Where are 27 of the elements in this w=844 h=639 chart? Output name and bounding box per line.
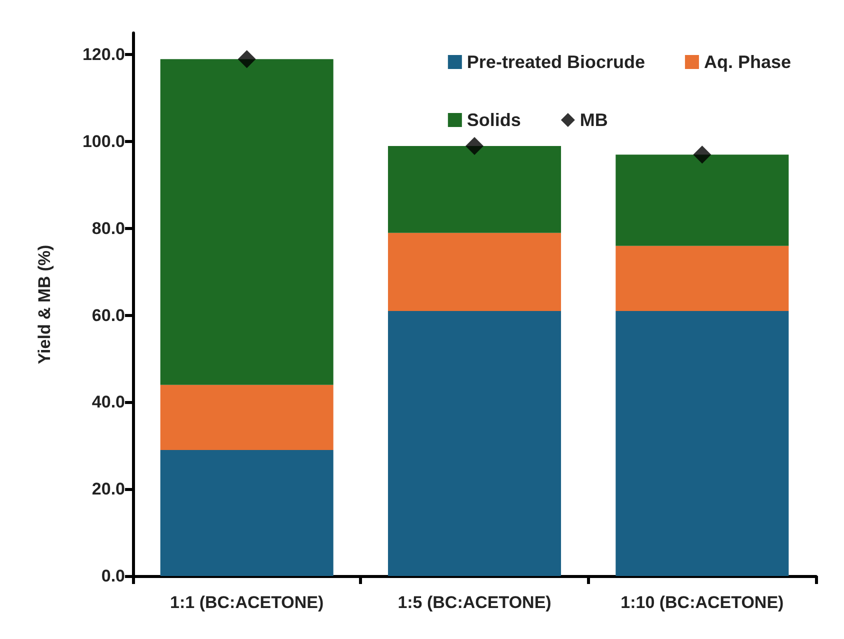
bar	[160, 384, 334, 450]
bar	[388, 232, 562, 312]
bar	[388, 146, 562, 233]
bar	[616, 311, 789, 576]
legend-label: Solids	[466, 110, 521, 130]
y-tick-label: 20.0	[92, 480, 125, 499]
y-tick-label: 60.0	[92, 306, 125, 325]
x-tick-label: 1:5 (BC:ACETONE)	[398, 593, 552, 612]
point	[238, 50, 256, 68]
y-tick-label: 100.0	[82, 132, 125, 152]
x-tick-label: 1:10 (BC:ACETONE)	[620, 593, 784, 612]
legend-label: Aq. Phase	[704, 52, 791, 72]
bar	[616, 246, 789, 312]
legend-label: MB	[580, 110, 608, 130]
point	[466, 136, 484, 155]
point	[693, 146, 712, 164]
y-axis-title: Yield & MB (%)	[35, 244, 54, 364]
legend-label: Pre-treated Biocrude	[466, 52, 645, 72]
y-tick-label: 80.0	[92, 218, 125, 238]
bar	[388, 311, 562, 576]
bar	[160, 450, 334, 576]
bar	[160, 59, 334, 385]
y-tick-label: 0.0	[101, 566, 125, 586]
y-tick-label: 120.0	[82, 45, 125, 64]
y-tick-label: 40.0	[92, 392, 125, 412]
x-tick-label: 1:1 (BC:ACETONE)	[170, 593, 324, 612]
bar	[616, 154, 789, 246]
